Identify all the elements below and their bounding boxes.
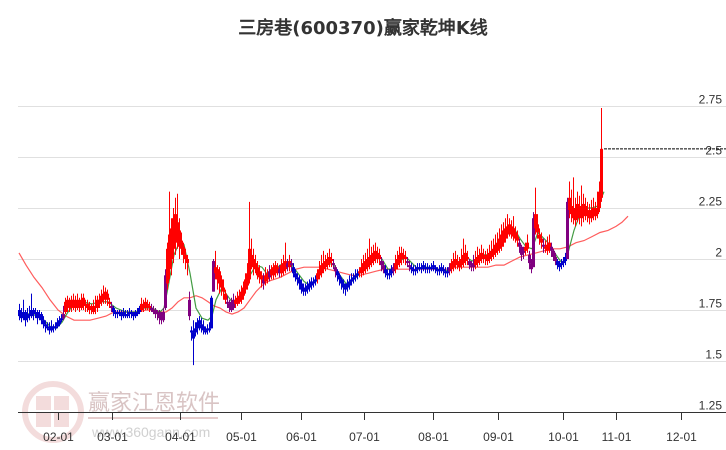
x-axis: 02-01 03-01 04-01 05-01 06-01 07-01 08-01 09-01… xyxy=(18,412,726,444)
watermark-brand: 赢家江恩软件 xyxy=(88,391,220,416)
x-tick-label: 02-01 xyxy=(43,430,74,444)
x-tick-label: 06-01 xyxy=(286,430,317,444)
candlestick-series xyxy=(18,108,603,366)
y-tick-label: 1.75 xyxy=(699,297,723,311)
x-tick-label: 11-01 xyxy=(602,430,632,444)
y-axis: 1.25 1.5 1.75 2 2.25 2.5 2.75 xyxy=(699,93,723,413)
x-tick-label: 12-01 xyxy=(666,430,697,444)
chart-title: 三房巷(600370)赢家乾坤K线 xyxy=(238,18,488,39)
y-tick-label: 1.25 xyxy=(699,399,723,413)
x-tick-label: 10-01 xyxy=(548,430,579,444)
x-tick-label: 08-01 xyxy=(418,430,449,444)
grid-lines xyxy=(18,106,726,362)
y-tick-label: 2.5 xyxy=(705,144,722,158)
y-tick-label: 2.25 xyxy=(699,195,723,209)
x-tick-label: 05-01 xyxy=(226,430,257,444)
y-tick-label: 1.5 xyxy=(705,348,722,362)
y-tick-label: 2 xyxy=(715,246,722,260)
x-tick-label: 03-01 xyxy=(97,430,128,444)
y-tick-label: 2.75 xyxy=(699,93,723,107)
watermark-url: www.360gann.com xyxy=(91,424,210,440)
ma-short-line xyxy=(18,191,605,330)
x-tick-label: 07-01 xyxy=(349,430,380,444)
x-tick-label: 09-01 xyxy=(483,430,514,444)
x-tick-label: 04-01 xyxy=(165,430,196,444)
